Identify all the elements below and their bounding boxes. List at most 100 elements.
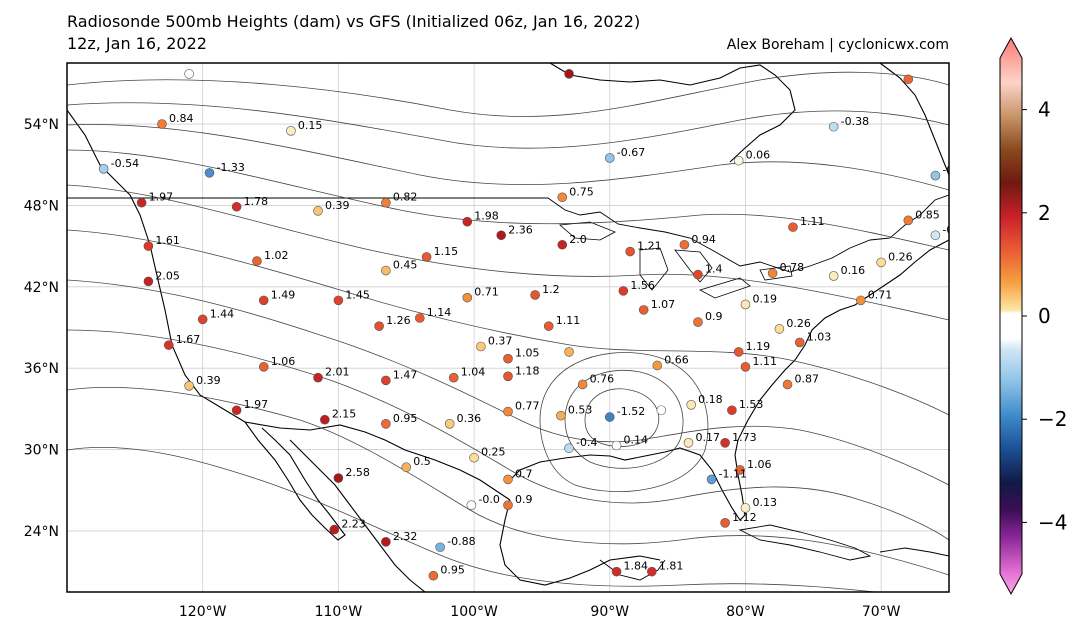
colorbar-ticks: 4 2 0 −2 −4 xyxy=(1022,98,1067,534)
credit-text: Alex Boreham | cyclonicwx.com xyxy=(726,37,949,53)
station-value-label: 0.25 xyxy=(481,446,506,459)
station-value-label: 1.81 xyxy=(659,560,684,573)
colorbar-tick-label: 4 xyxy=(1038,98,1051,122)
station-marker xyxy=(444,419,455,429)
station-marker xyxy=(733,347,744,357)
longitude-tick-label: 90°W xyxy=(590,604,629,620)
station-value-label: -0.67 xyxy=(942,164,970,177)
station-marker xyxy=(381,197,391,208)
station-value-label: 0.39 xyxy=(325,199,350,212)
station-value-label: 0.26 xyxy=(888,250,913,263)
station-value-label: 1.05 xyxy=(515,347,540,360)
station-value-label: 0.17 xyxy=(695,431,720,444)
station-marker xyxy=(333,473,344,483)
station-marker xyxy=(503,353,513,364)
station-value-label: 1.78 xyxy=(244,195,269,208)
station-value-label: 0.84 xyxy=(169,112,194,125)
station-value-label: 0.13 xyxy=(752,496,777,509)
map-frame xyxy=(66,62,950,593)
station-marker xyxy=(876,257,886,268)
station-value-label: 0.7 xyxy=(515,467,533,480)
station-value-label: -0.26 xyxy=(942,223,970,236)
station-value-label: 0.71 xyxy=(868,288,893,301)
station-marker xyxy=(733,155,744,166)
station-value-label: 1.56 xyxy=(630,279,655,292)
station-marker xyxy=(374,321,384,331)
station-value-label: -0.38 xyxy=(841,115,869,128)
station-marker xyxy=(855,295,866,306)
station-value-label: 1.07 xyxy=(651,298,676,311)
graticule-lines xyxy=(67,63,949,592)
station-marker xyxy=(828,271,839,281)
station-marker xyxy=(496,230,507,241)
station-value-label: 0.53 xyxy=(568,404,593,417)
station-marker xyxy=(767,268,778,279)
station-marker xyxy=(448,372,459,383)
station-marker xyxy=(462,292,473,303)
height-contours xyxy=(67,71,949,592)
station-value-label: 1.21 xyxy=(637,240,662,253)
station-value-label: 1.97 xyxy=(149,191,174,204)
station-marker xyxy=(720,518,730,528)
station-value-label: -0.4 xyxy=(576,436,597,449)
station-value-label: 1.11 xyxy=(556,314,581,327)
station-value-label: 0.26 xyxy=(786,317,811,330)
station-marker xyxy=(184,381,194,391)
station-marker xyxy=(564,347,574,357)
station-value-label: -0.54 xyxy=(111,157,139,170)
station-marker xyxy=(706,474,717,485)
station-marker xyxy=(735,465,745,475)
colorbar-tick-label: −4 xyxy=(1038,510,1067,534)
latitude-tick-label: 24°N xyxy=(24,524,59,540)
station-value-label: 0.95 xyxy=(393,412,418,425)
station-value-label: 1.61 xyxy=(155,234,180,247)
station-marker xyxy=(774,324,785,334)
station-value-label: 0.39 xyxy=(196,374,221,387)
station-marker xyxy=(828,121,839,132)
station-value-label: 0.85 xyxy=(915,208,940,221)
station-value-label: 0.37 xyxy=(488,334,513,347)
latitude-tick-label: 42°N xyxy=(24,280,59,296)
station-value-label: -1.11 xyxy=(719,467,747,480)
station-marker xyxy=(98,164,109,174)
longitude-tick-label: 80°W xyxy=(726,604,765,620)
station-marker xyxy=(556,410,566,421)
map-subtitle: 12z, Jan 16, 2022 xyxy=(67,34,207,53)
station-value-label: 0.06 xyxy=(746,149,771,162)
station-marker xyxy=(625,246,635,257)
station-value-label: 1.73 xyxy=(732,431,757,444)
station-marker xyxy=(469,452,479,463)
station-marker xyxy=(604,412,615,422)
station-value-label: -0.0 xyxy=(478,493,499,506)
station-marker xyxy=(466,500,477,510)
station-value-label: 1.47 xyxy=(393,368,418,381)
station-marker xyxy=(313,372,323,383)
map-background xyxy=(67,63,949,592)
station-value-label: 1.06 xyxy=(747,458,772,471)
station-value-label: 0.78 xyxy=(780,261,805,274)
station-marker xyxy=(727,405,737,416)
station-value-label: 1.44 xyxy=(210,307,235,320)
station-value-label: 2.32 xyxy=(393,530,418,543)
station-marker xyxy=(381,419,391,429)
station-marker xyxy=(503,474,513,485)
station-marker xyxy=(286,126,296,136)
station-value-label: 0.19 xyxy=(752,292,777,305)
station-value-label: 0.9 xyxy=(705,310,723,323)
station-value-label: -0.67 xyxy=(617,146,645,159)
station-marker xyxy=(686,400,696,410)
station-marker xyxy=(557,192,568,203)
station-value-label: 2.58 xyxy=(345,466,370,479)
station-value-label: 1.14 xyxy=(427,306,452,319)
station-marker xyxy=(428,570,439,581)
station-value-label: 0.45 xyxy=(393,259,418,272)
station-marker xyxy=(231,201,242,212)
station-value-label: 0.15 xyxy=(298,119,323,132)
station-marker xyxy=(143,241,154,251)
station-marker xyxy=(930,230,941,241)
station-marker xyxy=(197,314,208,325)
station-marker xyxy=(503,406,513,417)
station-marker xyxy=(258,295,269,306)
station-marker xyxy=(252,256,262,266)
